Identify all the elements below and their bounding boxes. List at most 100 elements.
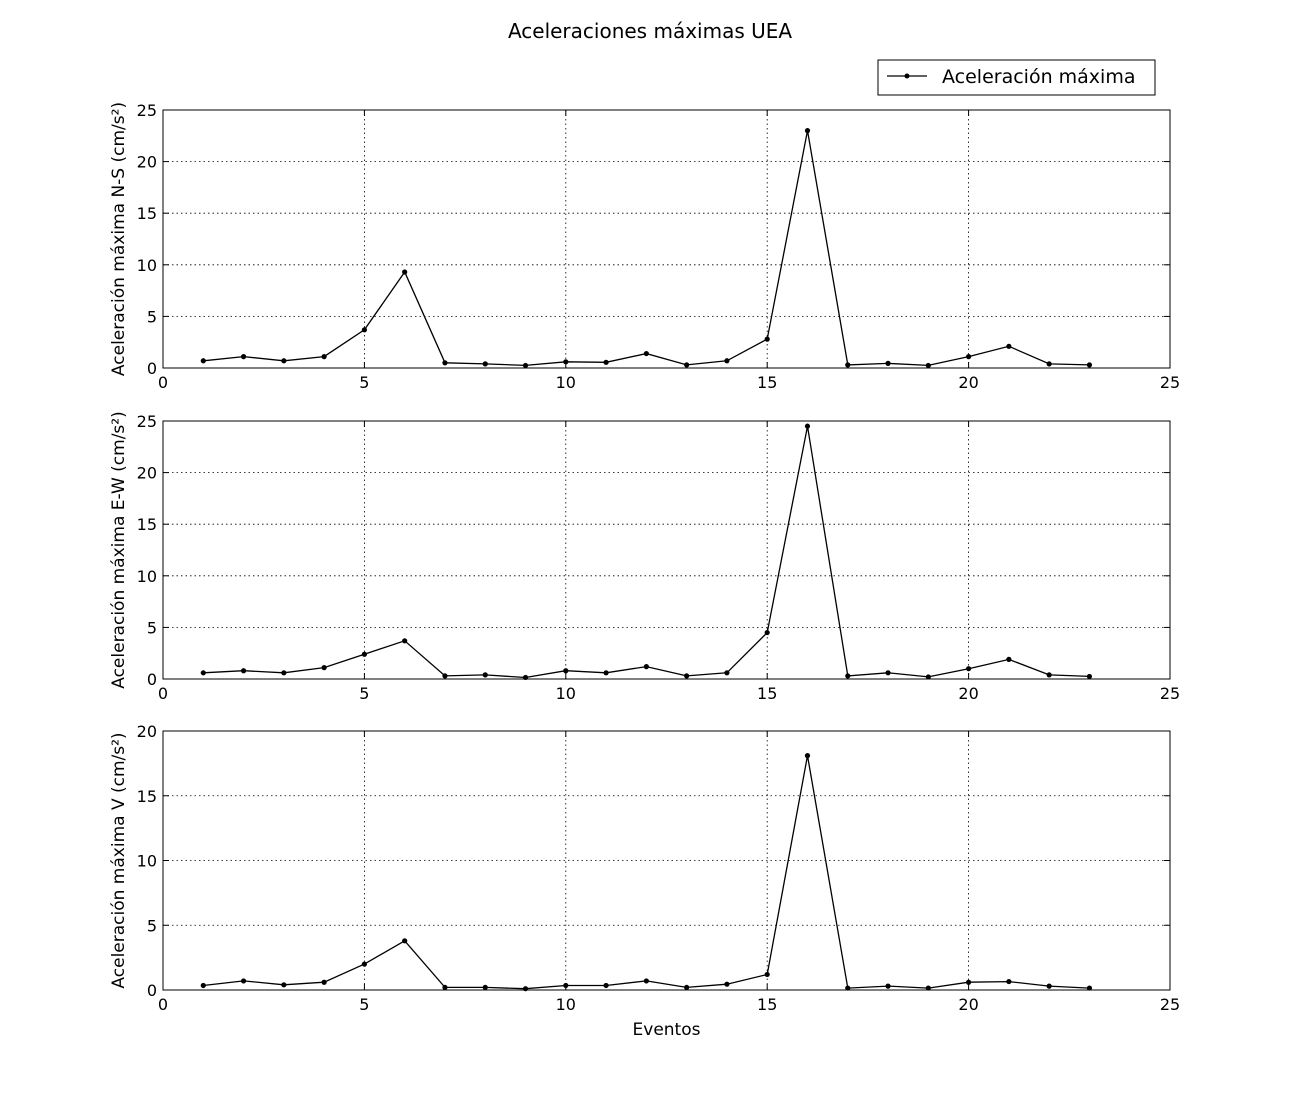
y-tick-label: 15 xyxy=(137,515,157,534)
y-tick-label: 0 xyxy=(147,670,157,689)
data-point xyxy=(442,984,448,991)
data-point xyxy=(603,982,609,989)
data-point xyxy=(522,986,529,992)
data-point xyxy=(522,674,529,681)
data-point xyxy=(885,670,891,676)
data-point xyxy=(200,358,206,364)
y-tick-label: 20 xyxy=(137,153,157,172)
legend-label: Aceleración máxima xyxy=(942,66,1135,88)
x-tick-label: 25 xyxy=(1160,995,1180,1014)
data-point xyxy=(321,979,327,985)
y-tick-label: 5 xyxy=(147,916,157,935)
data-point xyxy=(643,978,649,984)
x-tick-label: 20 xyxy=(958,995,978,1014)
data-point xyxy=(804,423,811,429)
data-point xyxy=(442,360,448,366)
x-tick-label: 25 xyxy=(1160,373,1180,392)
x-tick-label: 0 xyxy=(158,373,168,392)
data-point xyxy=(643,350,649,357)
subplots: 0 5 10 15 20 25 0 5 10 15 20 25 Aceleración máxima N… xyxy=(109,101,1180,1040)
data-point xyxy=(684,984,690,991)
data-point xyxy=(563,359,569,365)
data-point xyxy=(402,638,408,644)
data-point xyxy=(482,984,488,991)
data-point xyxy=(684,362,690,368)
y-tick-label: 25 xyxy=(137,101,157,120)
x-tick-label: 20 xyxy=(958,373,978,392)
data-point xyxy=(1086,985,1093,991)
data-point xyxy=(885,983,891,989)
data-point xyxy=(966,354,972,360)
series-line xyxy=(203,755,1090,990)
y-tick-label: 10 xyxy=(137,852,157,871)
x-tick-label: 5 xyxy=(359,995,369,1014)
axes-frame xyxy=(162,420,1171,680)
data-point xyxy=(1086,362,1093,368)
chart-title: Aceleraciones máximas UEA xyxy=(508,19,792,43)
x-tick-label: 0 xyxy=(158,995,168,1014)
subplot-3: 0 5 10 15 20 25 0 5 10 15 20 Aceleración máxima V (… xyxy=(109,722,1180,1040)
x-tick-label: 5 xyxy=(359,373,369,392)
data-point xyxy=(321,354,327,360)
data-point xyxy=(361,651,367,657)
data-point xyxy=(1006,978,1012,985)
x-tick-label: 10 xyxy=(556,684,576,703)
y-tick-label: 20 xyxy=(137,722,157,741)
data-point xyxy=(1006,656,1012,662)
data-point xyxy=(724,358,730,364)
x-tick-label: 0 xyxy=(158,684,168,703)
y-tick-label: 0 xyxy=(147,359,157,378)
y-tick-label: 25 xyxy=(137,412,157,431)
data-point xyxy=(240,978,247,984)
data-point xyxy=(281,358,287,364)
data-point xyxy=(482,361,488,367)
data-point xyxy=(845,985,851,991)
data-point xyxy=(1046,361,1052,367)
y-tick-label: 5 xyxy=(147,307,157,326)
data-point xyxy=(522,362,529,369)
data-point xyxy=(281,670,287,676)
x-tick-label: 20 xyxy=(958,684,978,703)
data-point xyxy=(240,668,247,674)
legend-marker-sample xyxy=(904,73,910,79)
data-point xyxy=(603,670,609,676)
data-point xyxy=(200,982,206,989)
data-point xyxy=(563,668,569,674)
y-tick-label: 0 xyxy=(147,981,157,1000)
data-point xyxy=(966,666,972,672)
data-point xyxy=(724,670,730,676)
x-tick-label: 10 xyxy=(556,373,576,392)
data-point xyxy=(563,982,569,989)
data-point xyxy=(845,673,851,679)
x-tick-label: 5 xyxy=(359,684,369,703)
data-point xyxy=(361,961,367,967)
data-point xyxy=(925,362,931,369)
data-point xyxy=(402,269,408,275)
x-tick-label: 15 xyxy=(757,995,777,1014)
data-point xyxy=(361,327,367,333)
x-axis-label: Eventos xyxy=(633,1020,701,1040)
data-point xyxy=(200,670,206,676)
data-point xyxy=(482,672,488,678)
data-point xyxy=(764,629,770,636)
y-axis-label: Aceleración máxima V (cm/s²) xyxy=(109,732,129,988)
data-point xyxy=(402,938,408,944)
x-tick-label: 15 xyxy=(757,684,777,703)
data-point xyxy=(925,674,931,680)
data-point xyxy=(764,336,770,342)
data-point xyxy=(764,971,770,978)
y-tick-label: 20 xyxy=(137,464,157,483)
data-point xyxy=(1086,673,1093,680)
data-point xyxy=(643,664,649,670)
data-point xyxy=(724,981,730,987)
y-tick-label: 10 xyxy=(137,256,157,275)
data-point xyxy=(804,753,811,759)
data-point xyxy=(442,673,448,679)
data-point xyxy=(804,128,811,134)
data-point xyxy=(684,673,690,679)
data-point xyxy=(1046,672,1052,678)
subplot-1: 0 5 10 15 20 25 0 5 10 15 20 25 Aceleración máxima N… xyxy=(109,101,1180,392)
data-point xyxy=(885,360,891,366)
x-tick-label: 10 xyxy=(556,995,576,1014)
